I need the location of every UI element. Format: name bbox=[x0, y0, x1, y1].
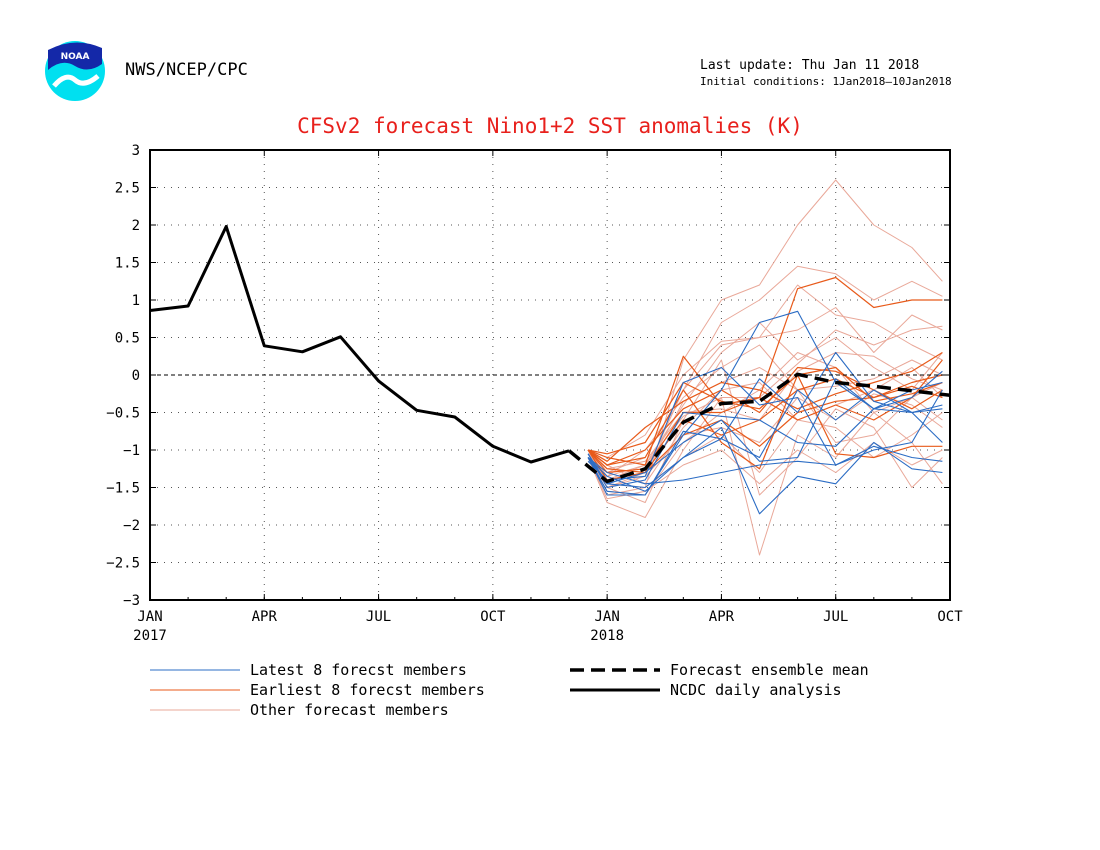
latest-member-line bbox=[587, 351, 943, 496]
main-series-layer bbox=[149, 225, 951, 484]
legend: Latest 8 forecst members Earliest 8 forec… bbox=[150, 661, 869, 719]
earliest-members-layer bbox=[587, 276, 943, 481]
x-tick-label: APR bbox=[252, 609, 278, 625]
y-tick-label: 0 bbox=[132, 368, 140, 384]
noaa-logo: NOAA bbox=[44, 40, 106, 102]
other-member-line bbox=[587, 284, 943, 458]
earliest-member-line bbox=[587, 359, 943, 474]
initial-conditions-label: Initial conditions: 1Jan2018–10Jan2018 bbox=[700, 75, 952, 88]
latest-members-layer bbox=[587, 310, 943, 515]
legend-label-mean: Forecast ensemble mean bbox=[670, 661, 869, 679]
x-tick-label: APR bbox=[709, 609, 735, 625]
earliest-member-line bbox=[587, 374, 943, 481]
x-tick-label: JUL bbox=[366, 609, 391, 625]
y-tick-label: 2.5 bbox=[115, 181, 140, 197]
last-update-label: Last update: Thu Jan 11 2018 bbox=[700, 58, 920, 73]
chart-title: CFSv2 forecast Nino1+2 SST anomalies (K) bbox=[297, 114, 803, 138]
y-tick-label: −3 bbox=[123, 593, 140, 609]
y-tick-label: −0.5 bbox=[106, 406, 140, 422]
y-tick-label: 1 bbox=[132, 293, 140, 309]
x-tick-label: JAN bbox=[137, 609, 162, 625]
y-tick-label: −1 bbox=[123, 443, 140, 459]
y-tick-label: −2 bbox=[123, 518, 140, 534]
y-tick-label: 3 bbox=[132, 143, 140, 159]
ensemble-mean-line bbox=[567, 372, 951, 484]
x-tick-label: OCT bbox=[480, 609, 506, 625]
earliest-member-line bbox=[587, 374, 943, 470]
earliest-member-line bbox=[587, 351, 943, 462]
y-tick-label: 1.5 bbox=[115, 256, 140, 272]
y-tick-label: −2.5 bbox=[106, 556, 140, 572]
y-tick-label: 2 bbox=[132, 218, 140, 234]
agency-label: NWS/NCEP/CPC bbox=[125, 60, 248, 80]
other-member-line bbox=[587, 179, 943, 496]
legend-label-latest: Latest 8 forecst members bbox=[250, 661, 467, 679]
legend-label-other: Other forecast members bbox=[250, 701, 449, 719]
earliest-member-line bbox=[587, 366, 943, 466]
analysis-line bbox=[149, 225, 570, 464]
legend-label-analysis: NCDC daily analysis bbox=[670, 681, 842, 699]
grid bbox=[150, 150, 950, 600]
latest-member-line bbox=[587, 389, 943, 485]
latest-member-line bbox=[587, 310, 943, 496]
x-tick-label: JUL bbox=[823, 609, 848, 625]
legend-label-earliest: Earliest 8 forecst members bbox=[250, 681, 485, 699]
other-member-line bbox=[587, 344, 943, 477]
earliest-member-line bbox=[587, 366, 943, 455]
latest-member-line bbox=[587, 389, 943, 492]
axes: 32.521.510.50−0.5−1−1.5−2−2.5−3JAN2017AP… bbox=[106, 143, 963, 644]
x-tick-sublabel: 2018 bbox=[590, 628, 624, 644]
x-tick-label: JAN bbox=[594, 609, 619, 625]
latest-member-line bbox=[587, 378, 943, 485]
other-members-layer bbox=[587, 179, 943, 556]
y-tick-label: 0.5 bbox=[115, 331, 140, 347]
x-tick-sublabel: 2017 bbox=[133, 628, 167, 644]
noaa-logo-text: NOAA bbox=[61, 52, 90, 62]
y-tick-label: −1.5 bbox=[106, 481, 140, 497]
plot-frame bbox=[149, 149, 951, 601]
latest-member-line bbox=[587, 366, 943, 481]
x-tick-label: OCT bbox=[937, 609, 963, 625]
